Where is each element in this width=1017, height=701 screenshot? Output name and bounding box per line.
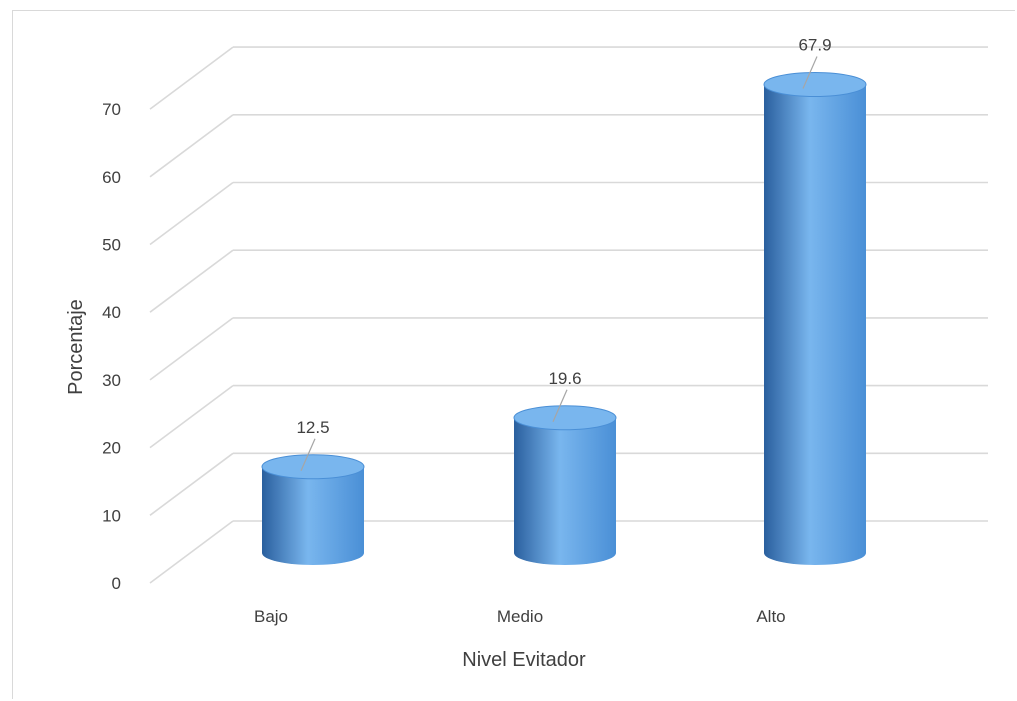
data-label: 12.5 [296,418,329,437]
y-tick-label: 70 [102,100,121,119]
data-label-leader [300,438,316,471]
gridline-diagonal [149,317,234,381]
y-tick-label: 20 [102,439,121,458]
gridline-diagonal [149,249,234,313]
x-category-label: Medio [497,607,543,626]
gridline-diagonal [149,114,234,178]
y-tick-label: 30 [102,371,121,390]
bars [261,71,867,566]
bar-body [514,417,616,565]
chart-frame [12,10,1015,699]
data-label-leader [552,389,568,423]
y-axis-title: Porcentaje [65,299,87,395]
bar-medio [513,405,617,565]
x-category-label: Alto [756,607,785,626]
bar-bajo [261,454,365,565]
y-tick-label: 40 [102,303,121,322]
bar-alto [763,71,867,566]
x-axis-title: Nivel Evitador [462,649,586,671]
gridline-diagonal [149,520,234,584]
data-label-leader [802,56,818,89]
gridline-diagonal [149,452,234,516]
gridline-diagonal [149,181,234,246]
x-axis-categories: Bajo Medio Alto [254,607,786,626]
bar-body [764,84,866,566]
y-tick-label: 60 [102,168,121,187]
bar-top [261,454,365,480]
gridline-diagonal [149,46,234,110]
data-label: 19.6 [548,369,581,388]
bar-body [262,466,364,565]
bar-top [763,71,867,97]
bar-top [513,405,617,431]
data-labels: 12.5 19.6 67.9 [296,35,832,471]
x-category-label: Bajo [254,607,288,626]
y-tick-label: 10 [102,506,121,525]
y-tick-label: 50 [102,236,121,255]
y-tick-label: 0 [112,574,121,593]
data-label: 67.9 [798,35,831,54]
y-axis-ticks: 0 10 20 30 40 50 60 70 [102,100,121,593]
gridline-diagonal [149,384,234,449]
